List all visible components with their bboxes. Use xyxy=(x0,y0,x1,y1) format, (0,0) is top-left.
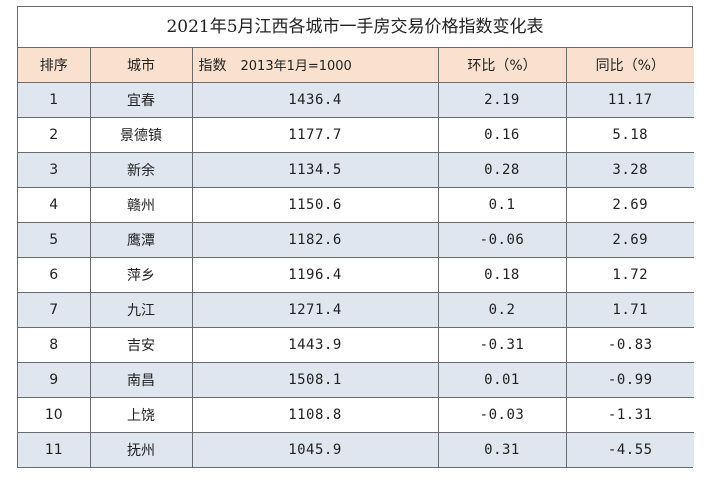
index-cell: 1271.4 xyxy=(191,292,439,328)
index-cell: 1436.4 xyxy=(191,82,439,118)
index-cell: 1134.5 xyxy=(191,152,439,188)
yoy-cell: 5.18 xyxy=(565,117,694,153)
city-cell: 上饶 xyxy=(89,397,193,433)
price-index-sheet: 2021年5月江西各城市一手房交易价格指数变化表 排序 城市 指数 2013年1月… xyxy=(17,6,694,468)
city-cell: 赣州 xyxy=(89,187,193,223)
index-cell: 1108.8 xyxy=(191,397,439,433)
rank-cell: 3 xyxy=(18,152,91,188)
city-cell: 抚州 xyxy=(89,432,193,467)
table-row: 6 萍乡 1196.4 0.18 1.72 xyxy=(18,257,694,293)
yoy-cell: 1.71 xyxy=(565,292,694,328)
table-row: 2 景德镇 1177.7 0.16 5.18 xyxy=(18,117,694,153)
table-row: 4 赣州 1150.6 0.1 2.69 xyxy=(18,187,694,223)
header-city: 城市 xyxy=(89,48,193,83)
mom-cell: -0.31 xyxy=(437,327,567,363)
mom-cell: 0.16 xyxy=(437,117,567,153)
table-title: 2021年5月江西各城市一手房交易价格指数变化表 xyxy=(18,7,692,48)
header-yoy: 同比（%） xyxy=(565,48,694,83)
city-cell: 吉安 xyxy=(89,327,193,363)
table-row: 5 鹰潭 1182.6 -0.06 2.69 xyxy=(18,222,694,258)
index-cell: 1177.7 xyxy=(191,117,439,153)
yoy-cell: 3.28 xyxy=(565,152,694,188)
yoy-cell: -0.83 xyxy=(565,327,694,363)
mom-cell: 0.01 xyxy=(437,362,567,398)
yoy-cell: -4.55 xyxy=(565,432,694,467)
yoy-cell: -1.31 xyxy=(565,397,694,433)
rank-cell: 10 xyxy=(18,397,91,433)
header-index-label: 指数 xyxy=(198,58,227,74)
table-row: 7 九江 1271.4 0.2 1.71 xyxy=(18,292,694,328)
yoy-cell: 1.72 xyxy=(565,257,694,293)
city-cell: 景德镇 xyxy=(89,117,193,153)
price-index-table: 排序 城市 指数 2013年1月=1000 环比（%） 同比（%） 1 宜春 14… xyxy=(18,48,694,467)
mom-cell: 0.31 xyxy=(437,432,567,467)
city-cell: 萍乡 xyxy=(89,257,193,293)
index-cell: 1150.6 xyxy=(191,187,439,223)
table-row: 3 新余 1134.5 0.28 3.28 xyxy=(18,152,694,188)
mom-cell: 0.1 xyxy=(437,187,567,223)
mom-cell: 0.18 xyxy=(437,257,567,293)
city-cell: 南昌 xyxy=(89,362,193,398)
rank-cell: 11 xyxy=(18,432,91,467)
yoy-cell: 2.69 xyxy=(565,187,694,223)
rank-cell: 2 xyxy=(18,117,91,153)
city-cell: 新余 xyxy=(89,152,193,188)
table-row: 11 抚州 1045.9 0.31 -4.55 xyxy=(18,432,694,467)
rank-cell: 4 xyxy=(18,187,91,223)
index-cell: 1508.1 xyxy=(191,362,439,398)
table-row: 9 南昌 1508.1 0.01 -0.99 xyxy=(18,362,694,398)
yoy-cell: 2.69 xyxy=(565,222,694,258)
table-row: 8 吉安 1443.9 -0.31 -0.83 xyxy=(18,327,694,363)
yoy-cell: -0.99 xyxy=(565,362,694,398)
header-rank: 排序 xyxy=(18,48,91,83)
index-cell: 1182.6 xyxy=(191,222,439,258)
mom-cell: 0.28 xyxy=(437,152,567,188)
header-row: 排序 城市 指数 2013年1月=1000 环比（%） 同比（%） xyxy=(18,48,694,83)
mom-cell: -0.06 xyxy=(437,222,567,258)
index-cell: 1196.4 xyxy=(191,257,439,293)
yoy-cell: 11.17 xyxy=(565,82,694,118)
rank-cell: 5 xyxy=(18,222,91,258)
table-row: 1 宜春 1436.4 2.19 11.17 xyxy=(18,82,694,118)
index-cell: 1443.9 xyxy=(191,327,439,363)
mom-cell: 2.19 xyxy=(437,82,567,118)
table-row: 10 上饶 1108.8 -0.03 -1.31 xyxy=(18,397,694,433)
mom-cell: 0.2 xyxy=(437,292,567,328)
header-mom: 环比（%） xyxy=(437,48,567,83)
mom-cell: -0.03 xyxy=(437,397,567,433)
rank-cell: 6 xyxy=(18,257,91,293)
header-index-base: 2013年1月=1000 xyxy=(240,59,352,74)
city-cell: 鹰潭 xyxy=(89,222,193,258)
header-index: 指数 2013年1月=1000 xyxy=(191,48,439,83)
rank-cell: 7 xyxy=(18,292,91,328)
rank-cell: 8 xyxy=(18,327,91,363)
city-cell: 宜春 xyxy=(89,82,193,118)
rank-cell: 1 xyxy=(18,82,91,118)
rank-cell: 9 xyxy=(18,362,91,398)
index-cell: 1045.9 xyxy=(191,432,439,467)
city-cell: 九江 xyxy=(89,292,193,328)
